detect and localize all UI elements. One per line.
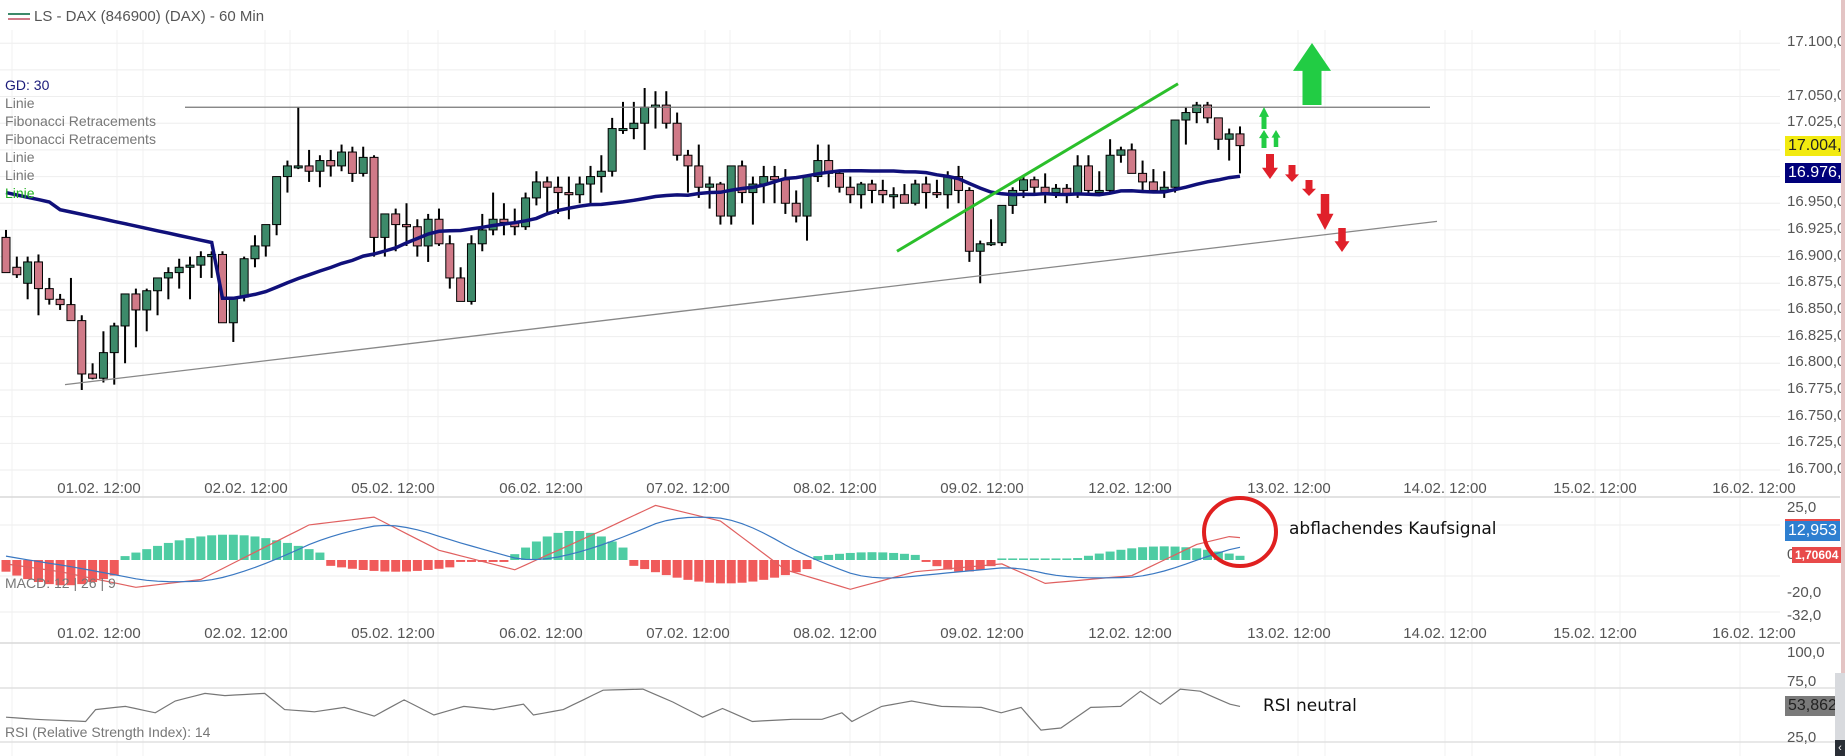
- down-arrow-icon: [1285, 165, 1299, 182]
- up-arrow-icon: [1259, 130, 1269, 148]
- date-tick: 07.02. 12:00: [646, 480, 730, 497]
- collapse-chevron-icon[interactable]: ‹: [1835, 740, 1845, 756]
- down-arrow-icon: [1334, 228, 1350, 252]
- date-tick: 05.02. 12:00: [351, 625, 435, 642]
- date-tick: 08.02. 12:00: [793, 480, 877, 497]
- up-arrow-icon: [1271, 130, 1281, 147]
- date-tick: 15.02. 12:00: [1553, 480, 1637, 497]
- macd-label: MACD: 12 | 26 | 9: [5, 575, 116, 591]
- highlight-circle: [1202, 496, 1278, 568]
- price-tick: 17.100,0: [1787, 33, 1845, 51]
- down-arrow-icon: [1302, 180, 1316, 196]
- chart-title: LS - DAX (846900) (DAX) - 60 Min: [8, 8, 264, 25]
- legend-item[interactable]: Linie: [5, 149, 35, 165]
- date-tick: 13.02. 12:00: [1247, 625, 1331, 642]
- down-arrow-icon: [1316, 194, 1334, 230]
- last-price-badge: 17.004,: [1785, 136, 1845, 156]
- rsi-tick: 25,0: [1787, 729, 1817, 746]
- date-tick: 16.02. 12:00: [1712, 625, 1796, 642]
- rsi-tick: 100,0: [1787, 644, 1825, 661]
- date-tick: 07.02. 12:00: [646, 625, 730, 642]
- macd-value-badge: 12,953: [1785, 519, 1840, 541]
- date-tick: 15.02. 12:00: [1553, 625, 1637, 642]
- date-tick: 05.02. 12:00: [351, 480, 435, 497]
- rsi-annotation: RSI neutral: [1263, 696, 1357, 716]
- price-tick: 16.900,0: [1787, 246, 1845, 264]
- date-tick: 14.02. 12:00: [1403, 625, 1487, 642]
- rsi-tick: 75,0: [1787, 673, 1817, 690]
- date-tick: 12.02. 12:00: [1088, 625, 1172, 642]
- macd-line: [5, 504, 1241, 590]
- rsi-line: [5, 688, 1241, 731]
- date-tick: 12.02. 12:00: [1088, 480, 1172, 497]
- rsi-value-badge: 53,862: [1785, 696, 1840, 716]
- chart-title-text: LS - DAX (846900) (DAX) - 60 Min: [34, 8, 265, 25]
- date-tick: 01.02. 12:00: [57, 480, 141, 497]
- macd-annotation: abflachendes Kaufsignal: [1289, 519, 1497, 539]
- legend-item[interactable]: Fibonacci Retracements: [5, 131, 156, 147]
- macd-tick: -32,0: [1787, 607, 1822, 624]
- big-up-arrow-icon: [1293, 43, 1331, 105]
- support-line: [64, 220, 1438, 386]
- legend-item[interactable]: GD: 30: [5, 77, 50, 93]
- legend-item[interactable]: Linie: [5, 95, 35, 111]
- up-arrow-icon: [1259, 107, 1269, 129]
- macd-tick: -20,0: [1787, 584, 1822, 601]
- legend-item[interactable]: Linie: [5, 185, 35, 201]
- date-tick: 16.02. 12:00: [1712, 480, 1796, 497]
- series-legend-icon: [8, 13, 30, 20]
- date-tick: 09.02. 12:00: [940, 625, 1024, 642]
- macd-tick: 0: [1787, 546, 1795, 563]
- price-tick: 16.925,0: [1787, 219, 1845, 237]
- panel-right-border: [1841, 0, 1845, 680]
- down-arrow-icon: [1262, 154, 1278, 179]
- grid: [0, 30, 1840, 756]
- legend-item[interactable]: Linie: [5, 167, 35, 183]
- price-tick: 16.750,0: [1787, 406, 1845, 424]
- indicator-legend: GD: 30 Linie Fibonacci Retracements Fibonac…: [5, 76, 156, 202]
- macd-tick: 25,0: [1787, 499, 1817, 516]
- date-tick: 13.02. 12:00: [1247, 480, 1331, 497]
- date-tick: 02.02. 12:00: [204, 625, 288, 642]
- price-tick: 16.700,0: [1787, 460, 1845, 477]
- price-tick: 16.850,0: [1787, 299, 1845, 317]
- price-tick: 16.725,0: [1787, 433, 1845, 451]
- price-tick: 16.875,0: [1787, 273, 1845, 291]
- date-tick: 06.02. 12:00: [499, 625, 583, 642]
- date-tick: 09.02. 12:00: [940, 480, 1024, 497]
- price-tick: 17.025,0: [1787, 113, 1845, 131]
- rsi-label: RSI (Relative Strength Index): 14: [5, 724, 211, 740]
- price-tick: 16.800,0: [1787, 353, 1845, 371]
- side-panel-tab[interactable]: [1835, 673, 1845, 756]
- moving-average-badge: 16.976,: [1785, 163, 1845, 183]
- date-tick: 08.02. 12:00: [793, 625, 877, 642]
- legend-item[interactable]: Fibonacci Retracements: [5, 113, 156, 129]
- date-tick: 02.02. 12:00: [204, 480, 288, 497]
- moving-average-line: [5, 169, 1241, 301]
- price-tick: 16.775,0: [1787, 379, 1845, 397]
- price-tick: 16.950,0: [1787, 193, 1845, 211]
- date-tick: 01.02. 12:00: [57, 625, 141, 642]
- macd-histogram: [1, 530, 1245, 586]
- date-tick: 06.02. 12:00: [499, 480, 583, 497]
- price-tick: 17.050,0: [1787, 86, 1845, 104]
- date-tick: 14.02. 12:00: [1403, 480, 1487, 497]
- price-tick: 16.825,0: [1787, 326, 1845, 344]
- signal-line: [5, 516, 1241, 583]
- green-trend-line: [896, 82, 1179, 253]
- histogram-value-badge: 1,70604: [1792, 547, 1842, 563]
